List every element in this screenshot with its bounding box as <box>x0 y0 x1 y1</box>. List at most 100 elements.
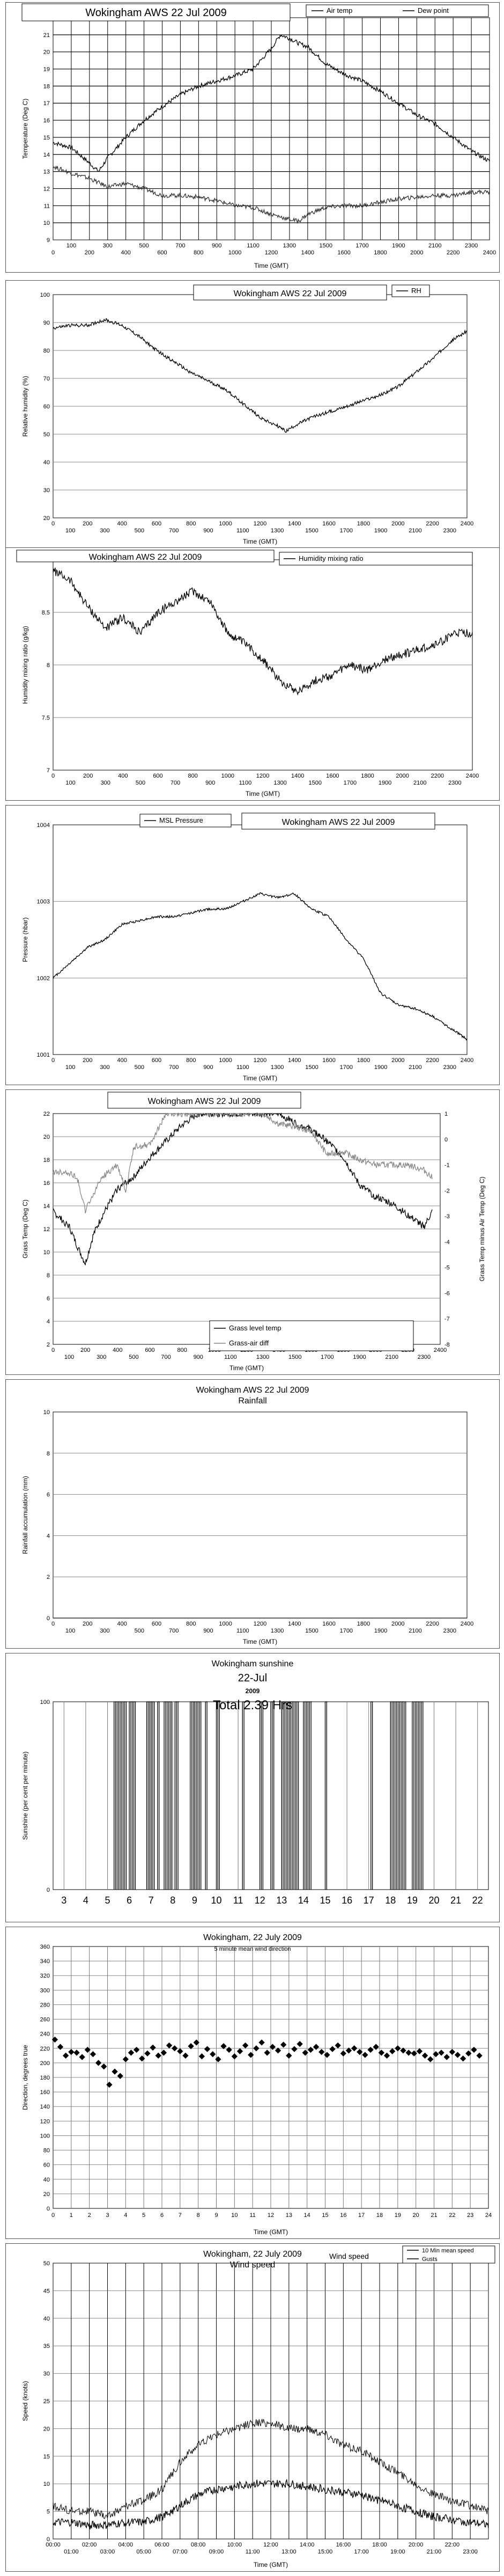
x-tick-label: 1300 <box>271 1064 284 1071</box>
chart-svg: 1001 1002 1003 1004 0 200 400 600 800 1000 1200 140… <box>21 813 473 1082</box>
y-tick-label: 2 <box>47 1342 50 1348</box>
x-axis-label: Time (GMT) <box>254 262 288 269</box>
x-tick-label: 1 <box>70 2212 73 2219</box>
rainfall-chart: 0 2 4 6 8 10 0 200 400 600 800 1000 1200 1400 1600 1800… <box>5 1379 500 1649</box>
x-tick-label: 3 <box>106 2212 109 2219</box>
wind-direction-point <box>264 2050 270 2056</box>
y-axis-label: Speed (knots) <box>21 2381 29 2421</box>
wind-direction-point <box>405 2050 412 2056</box>
y-tick-label: 2 <box>47 1574 50 1580</box>
wind-direction-point <box>454 2052 461 2058</box>
y-tick-label: 9 <box>47 237 50 244</box>
x-tick-label: 1800 <box>357 521 370 527</box>
x-tick-label: 20 <box>428 1895 439 1906</box>
x-tick-label: 800 <box>188 773 197 779</box>
x-tick-label: 19 <box>407 1895 418 1906</box>
x-tick-label: 100 <box>65 1628 75 1634</box>
y-tick-label: 25 <box>43 2398 50 2405</box>
y-tick-label: 20 <box>43 1134 50 1140</box>
x-tick-label: 16:00 <box>336 2542 351 2548</box>
y-tick-label: 4 <box>47 1319 50 1325</box>
wind-direction-point <box>362 2052 368 2058</box>
x-tick-label: 4 <box>83 1895 88 1906</box>
x-tick-label: 300 <box>103 243 113 249</box>
y-tick-label: 18 <box>43 1157 50 1163</box>
x-tick-label: 1500 <box>320 243 332 249</box>
x-tick-label: 1900 <box>374 528 387 534</box>
x-tick-label: 1200 <box>254 1057 266 1064</box>
plot-area <box>53 1411 468 1619</box>
y-tick-label: 12 <box>43 186 50 192</box>
x-tick-label: 15 <box>320 1895 330 1906</box>
x-tick-label: 21:00 <box>427 2549 442 2555</box>
humidity-mixing-ratio-chart: 77.588.590200400600800100012001400160018… <box>5 547 500 801</box>
y-tick-label: 0 <box>47 2206 50 2212</box>
x-tick-label: 400 <box>121 250 130 256</box>
x-tick-label: 12 <box>268 2212 274 2219</box>
x-tick-label: 2000 <box>396 773 409 779</box>
y-tick-label: 4 <box>47 1533 50 1539</box>
chart-annotation: 2009 <box>246 1687 260 1695</box>
x-tick-label: 1200 <box>256 773 269 779</box>
y-tick-label: 8 <box>47 1272 50 1279</box>
wind-direction-point <box>193 2039 199 2046</box>
wind-direction-point <box>204 2046 211 2052</box>
title-box <box>241 813 435 830</box>
msl-pressure-chart: 1001 1002 1003 1004 0 200 400 600 800 1000 1200 140… <box>5 805 500 1085</box>
x-tick-label: 02:00 <box>82 2542 97 2548</box>
x-tick-label: 1600 <box>322 1621 335 1627</box>
sunshine-chart: 0 100 3 4 5 6 7 8 9 10 11 12 13 14 15 16 17 18 19 20 21 22 Sun… <box>5 1653 500 1922</box>
y-tick-label: 11 <box>44 203 50 209</box>
y-tick-label: 5 <box>47 2509 50 2515</box>
air-temp-dew-point-chart: 9101112131415161718192021221003005007009… <box>5 2 500 273</box>
x-tick-label: 2400 <box>466 773 479 779</box>
x-tick-label: 0 <box>51 1347 55 1353</box>
wind-direction-point <box>427 2056 434 2062</box>
x-tick-label: 22:00 <box>445 2542 460 2548</box>
title-box <box>107 1092 301 1109</box>
y-tick-label: 10 <box>43 2481 50 2487</box>
x-tick-label: 1000 <box>219 521 232 527</box>
x-tick-label: 1500 <box>288 1354 301 1360</box>
x-tick-label: 400 <box>118 773 128 779</box>
x-tick-label: 400 <box>117 1621 127 1627</box>
y-axis-label: Humidity mixing ratio (g/kg) <box>21 626 29 704</box>
x-tick-label: 0 <box>51 2212 55 2219</box>
y-tick-label: 20 <box>43 2191 50 2198</box>
x-tick-label: 1900 <box>392 243 405 249</box>
legend-label: RH <box>411 287 421 295</box>
x-tick-label: 200 <box>85 250 94 256</box>
wind-direction-point <box>236 2048 243 2054</box>
x-tick-label: 1100 <box>236 528 249 534</box>
x-tick-label: 400 <box>117 1057 127 1064</box>
x-tick-label: 2100 <box>428 243 441 249</box>
y-tick-label: 360 <box>40 1944 50 1950</box>
wind-direction-point <box>128 2050 135 2056</box>
y-axis-label: Rainfall accumulation (mm) <box>21 1476 29 1554</box>
y2-tick-label: -3 <box>444 1213 450 1220</box>
y-tick-label: 340 <box>40 1958 50 1965</box>
y-tick-label: 1003 <box>37 899 50 905</box>
chart-title: Wokingham AWS 22 Jul 2009 <box>148 1097 261 1106</box>
x-tick-label: 2000 <box>410 250 423 256</box>
y-tick-label: 13 <box>43 169 50 175</box>
wind-direction-point <box>253 2045 260 2052</box>
chart-subtitle: Rainfall <box>238 1396 266 1406</box>
chart-title: Wokingham AWS 22 Jul 2009 <box>196 1386 309 1395</box>
y-tick-label: 14 <box>43 152 50 158</box>
x-axis-label: Time (GMT) <box>254 2228 288 2236</box>
x-tick-label: 19 <box>395 2212 401 2219</box>
y-axis-label: Direction, degrees true <box>21 2045 29 2110</box>
y-tick-label: 20 <box>43 515 50 522</box>
x-tick-label: 18:00 <box>372 2542 387 2548</box>
y-tick-label: 50 <box>43 2260 50 2267</box>
x-tick-label: 10:00 <box>227 2542 242 2548</box>
x-tick-label: 600 <box>152 1621 161 1627</box>
y-tick-label: 45 <box>43 2288 50 2294</box>
y2-tick-label: -8 <box>444 1342 450 1348</box>
wind-direction-point <box>329 2046 336 2052</box>
x-tick-label: 1800 <box>357 1621 370 1627</box>
y-tick-label: 240 <box>40 2031 50 2038</box>
y-tick-label: 22 <box>43 1111 50 1117</box>
